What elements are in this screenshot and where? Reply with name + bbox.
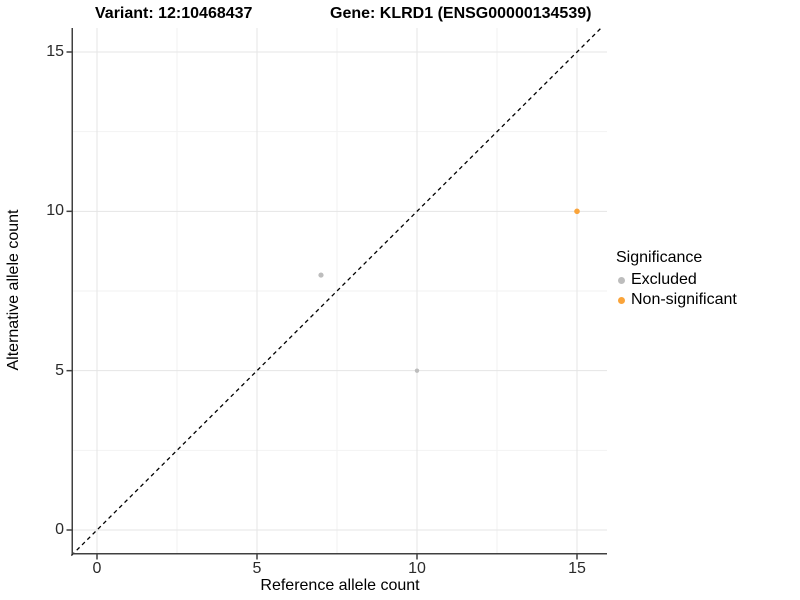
legend-item-label: Non-significant bbox=[631, 291, 737, 308]
data-point-excluded bbox=[414, 368, 420, 373]
data-point-non-significant bbox=[574, 208, 580, 215]
variant-title: Variant: 12:10468437 bbox=[95, 5, 253, 22]
identity-dashed-line bbox=[70, 28, 603, 556]
y-tick-label: 10 bbox=[46, 202, 64, 220]
x-tick-label: 5 bbox=[252, 560, 262, 577]
y-tick-label: 0 bbox=[55, 521, 64, 538]
y-tick-label: 5 bbox=[55, 361, 64, 379]
legend-item-excluded: Excluded bbox=[616, 270, 737, 290]
x-tick-label: 15 bbox=[568, 560, 586, 577]
legend-item-non-significant: Non-significant bbox=[616, 290, 737, 310]
excluded-dot-icon bbox=[618, 276, 625, 284]
y-axis-title: Alternative allele count bbox=[5, 209, 22, 371]
data-point-excluded bbox=[318, 272, 324, 278]
y-tick-label: 15 bbox=[46, 42, 64, 60]
scatter-plot-panel bbox=[66, 28, 607, 560]
gene-title: Gene: KLRD1 (ENSG00000134539) bbox=[330, 5, 592, 22]
legend: Significance Excluded Non-significant bbox=[616, 247, 737, 310]
x-tick-label: 0 bbox=[92, 560, 102, 577]
x-tick-label: 10 bbox=[408, 560, 426, 577]
legend-item-label: Excluded bbox=[631, 271, 697, 288]
x-axis-title: Reference allele count bbox=[260, 577, 420, 594]
legend-title: Significance bbox=[616, 249, 703, 266]
non-significant-dot-icon bbox=[618, 296, 625, 304]
